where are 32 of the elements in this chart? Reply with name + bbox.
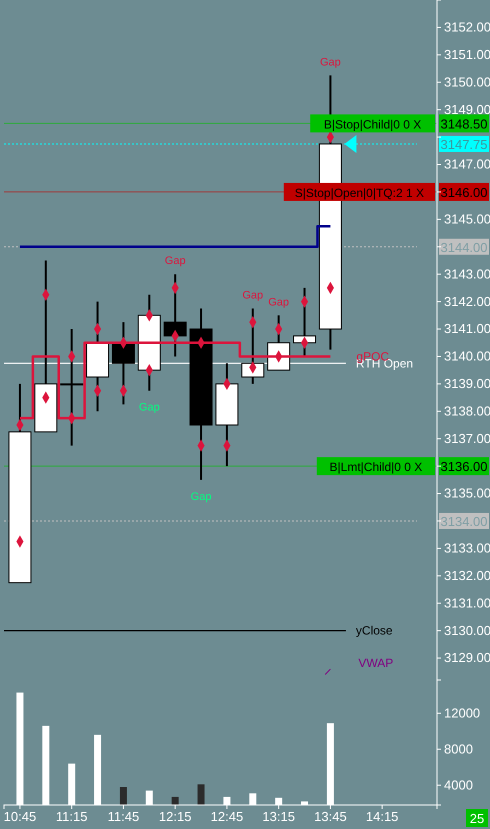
x-tick-label: 12:15 (158, 809, 192, 824)
x-tick-label: 12:45 (210, 809, 244, 824)
annotation: Gap (138, 402, 160, 414)
ref-line-label: 3148.50 (440, 116, 488, 132)
annotation: Gap (164, 255, 186, 268)
x-tick-label: 11:45 (108, 809, 140, 824)
text: 25 (470, 811, 484, 826)
annotation: B|Stop|Child|0 0 X (324, 117, 422, 132)
x-tick-label: 14:15 (366, 809, 398, 824)
annotation: S|Stop|Open|0|TQ:2 1 X (294, 186, 424, 200)
x-tick-label: 13:45 (314, 809, 347, 824)
ref-line-label: 3134.00 (440, 514, 488, 529)
x-tick-label: 10:45 (4, 809, 36, 824)
annotation: Gap (190, 490, 212, 503)
y-tick-label: 8000 (444, 741, 473, 756)
candlestick (112, 321, 135, 406)
y-tick-label: 4000 (444, 777, 473, 792)
ref-line-label: 3147.75 (440, 136, 488, 152)
x-tick-label: 13:15 (262, 809, 295, 824)
annotation: Gap (242, 289, 264, 302)
annotation: B|Lmt|Child|0 0 X (330, 460, 422, 474)
ref-line-label: yClose (356, 624, 393, 638)
candlestick (60, 328, 84, 447)
annotation: Gap (320, 56, 341, 68)
ref-line-label: 3146.00 (440, 184, 488, 200)
text: VWAP (358, 656, 394, 670)
ref-line-label: 3136.00 (440, 459, 488, 474)
y-tick-label: 12000 (444, 705, 480, 720)
x-tick-label: 11:15 (56, 809, 88, 824)
annotation: Gap (268, 296, 290, 308)
ref-line-label: 3144.00 (440, 240, 488, 255)
candlestick (164, 273, 187, 358)
